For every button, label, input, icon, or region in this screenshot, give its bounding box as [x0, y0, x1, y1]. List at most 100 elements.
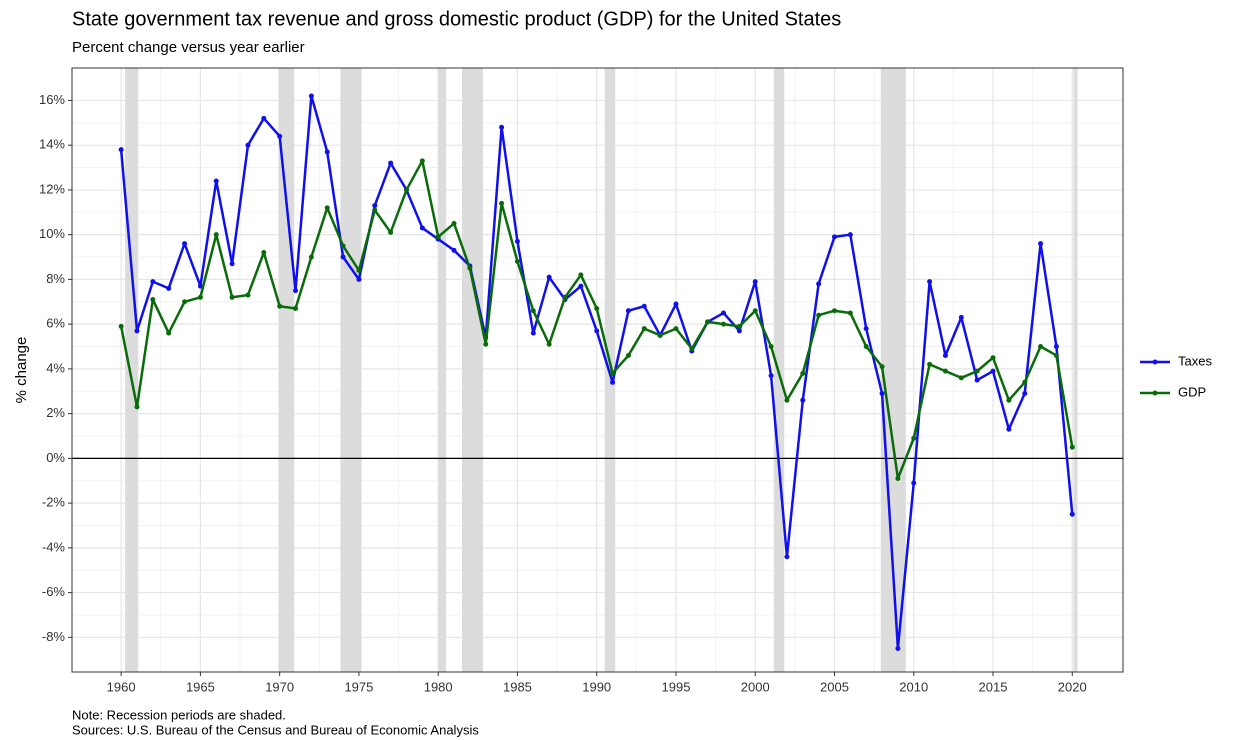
data-point — [229, 294, 235, 300]
data-point — [625, 352, 631, 358]
data-point — [610, 370, 616, 376]
data-point — [451, 220, 457, 226]
data-point — [293, 288, 299, 294]
data-point — [197, 294, 203, 300]
data-point — [736, 323, 742, 329]
y-tick-label: 8% — [46, 271, 65, 286]
data-point — [134, 404, 140, 410]
data-point — [213, 232, 219, 238]
data-point — [879, 364, 885, 370]
data-point — [261, 250, 267, 256]
data-point — [277, 303, 283, 309]
data-point — [134, 328, 140, 334]
data-point — [847, 310, 853, 316]
data-point — [752, 279, 758, 285]
data-point — [610, 379, 616, 385]
data-point — [372, 207, 378, 213]
data-point — [435, 234, 441, 240]
data-point — [261, 115, 267, 121]
data-point — [499, 200, 505, 206]
data-point — [942, 368, 948, 374]
recession-band — [461, 68, 484, 672]
data-point — [721, 321, 727, 327]
data-point — [927, 361, 933, 367]
data-point — [641, 326, 647, 332]
recession-band — [125, 68, 139, 672]
data-point — [990, 368, 996, 374]
legend-swatch — [1152, 359, 1158, 365]
data-point — [277, 133, 283, 139]
data-point — [847, 232, 853, 238]
data-point — [229, 261, 235, 267]
y-axis-label: % change — [13, 337, 30, 404]
data-point — [863, 344, 869, 350]
data-point — [942, 352, 948, 358]
data-point — [356, 267, 362, 273]
data-point — [1053, 344, 1059, 350]
data-point — [1022, 390, 1028, 396]
legend-label: Taxes — [1178, 353, 1212, 368]
data-point — [308, 254, 314, 260]
data-point — [403, 187, 409, 193]
data-point — [657, 332, 663, 338]
data-point — [293, 305, 299, 311]
data-point — [150, 297, 156, 303]
x-tick-label: 2015 — [979, 679, 1008, 694]
y-tick-label: -8% — [42, 629, 66, 644]
x-tick-label: 2000 — [741, 679, 770, 694]
data-point — [768, 344, 774, 350]
x-tick-label: 1960 — [107, 679, 136, 694]
data-point — [340, 254, 346, 260]
data-point — [578, 283, 584, 289]
y-tick-label: -2% — [42, 495, 66, 510]
data-point — [182, 241, 188, 247]
data-point — [451, 247, 457, 253]
data-point — [340, 243, 346, 249]
data-point — [736, 328, 742, 334]
x-tick-label: 2020 — [1058, 679, 1087, 694]
data-point — [594, 328, 600, 334]
plot-frame — [71, 67, 1124, 673]
data-point — [752, 308, 758, 314]
data-point — [625, 308, 631, 314]
data-point — [705, 319, 711, 325]
data-point — [800, 397, 806, 403]
x-tick-label: 1970 — [265, 679, 294, 694]
data-point — [895, 646, 901, 652]
data-point — [546, 274, 552, 280]
legend-label: GDP — [1178, 384, 1206, 399]
data-point — [150, 279, 156, 285]
data-point — [673, 326, 679, 332]
data-point — [324, 205, 330, 211]
data-point — [514, 259, 520, 265]
data-point — [562, 294, 568, 300]
chart-subtitle: Percent change versus year earlier — [72, 39, 305, 56]
x-tick-label: 1975 — [344, 679, 373, 694]
data-point — [118, 323, 124, 329]
data-point — [816, 281, 822, 287]
data-point — [1038, 344, 1044, 350]
data-point — [245, 142, 251, 148]
data-point — [578, 272, 584, 278]
y-tick-label: 2% — [46, 405, 65, 420]
data-point — [831, 308, 837, 314]
data-point — [594, 305, 600, 311]
data-point — [166, 285, 172, 291]
note: Sources: U.S. Bureau of the Census and B… — [72, 722, 479, 737]
y-tick-label: 4% — [46, 360, 65, 375]
data-point — [689, 346, 695, 352]
note: Note: Recession periods are shaded. — [72, 707, 286, 722]
data-point — [863, 326, 869, 332]
data-point — [530, 308, 536, 314]
data-point — [419, 225, 425, 231]
data-point — [499, 124, 505, 130]
data-point — [166, 330, 172, 336]
data-point — [784, 397, 790, 403]
y-tick-label: 12% — [39, 181, 65, 196]
data-point — [816, 312, 822, 318]
x-tick-label: 2010 — [899, 679, 928, 694]
data-point — [388, 160, 394, 166]
data-point — [911, 435, 917, 441]
x-tick-label: 2005 — [820, 679, 849, 694]
